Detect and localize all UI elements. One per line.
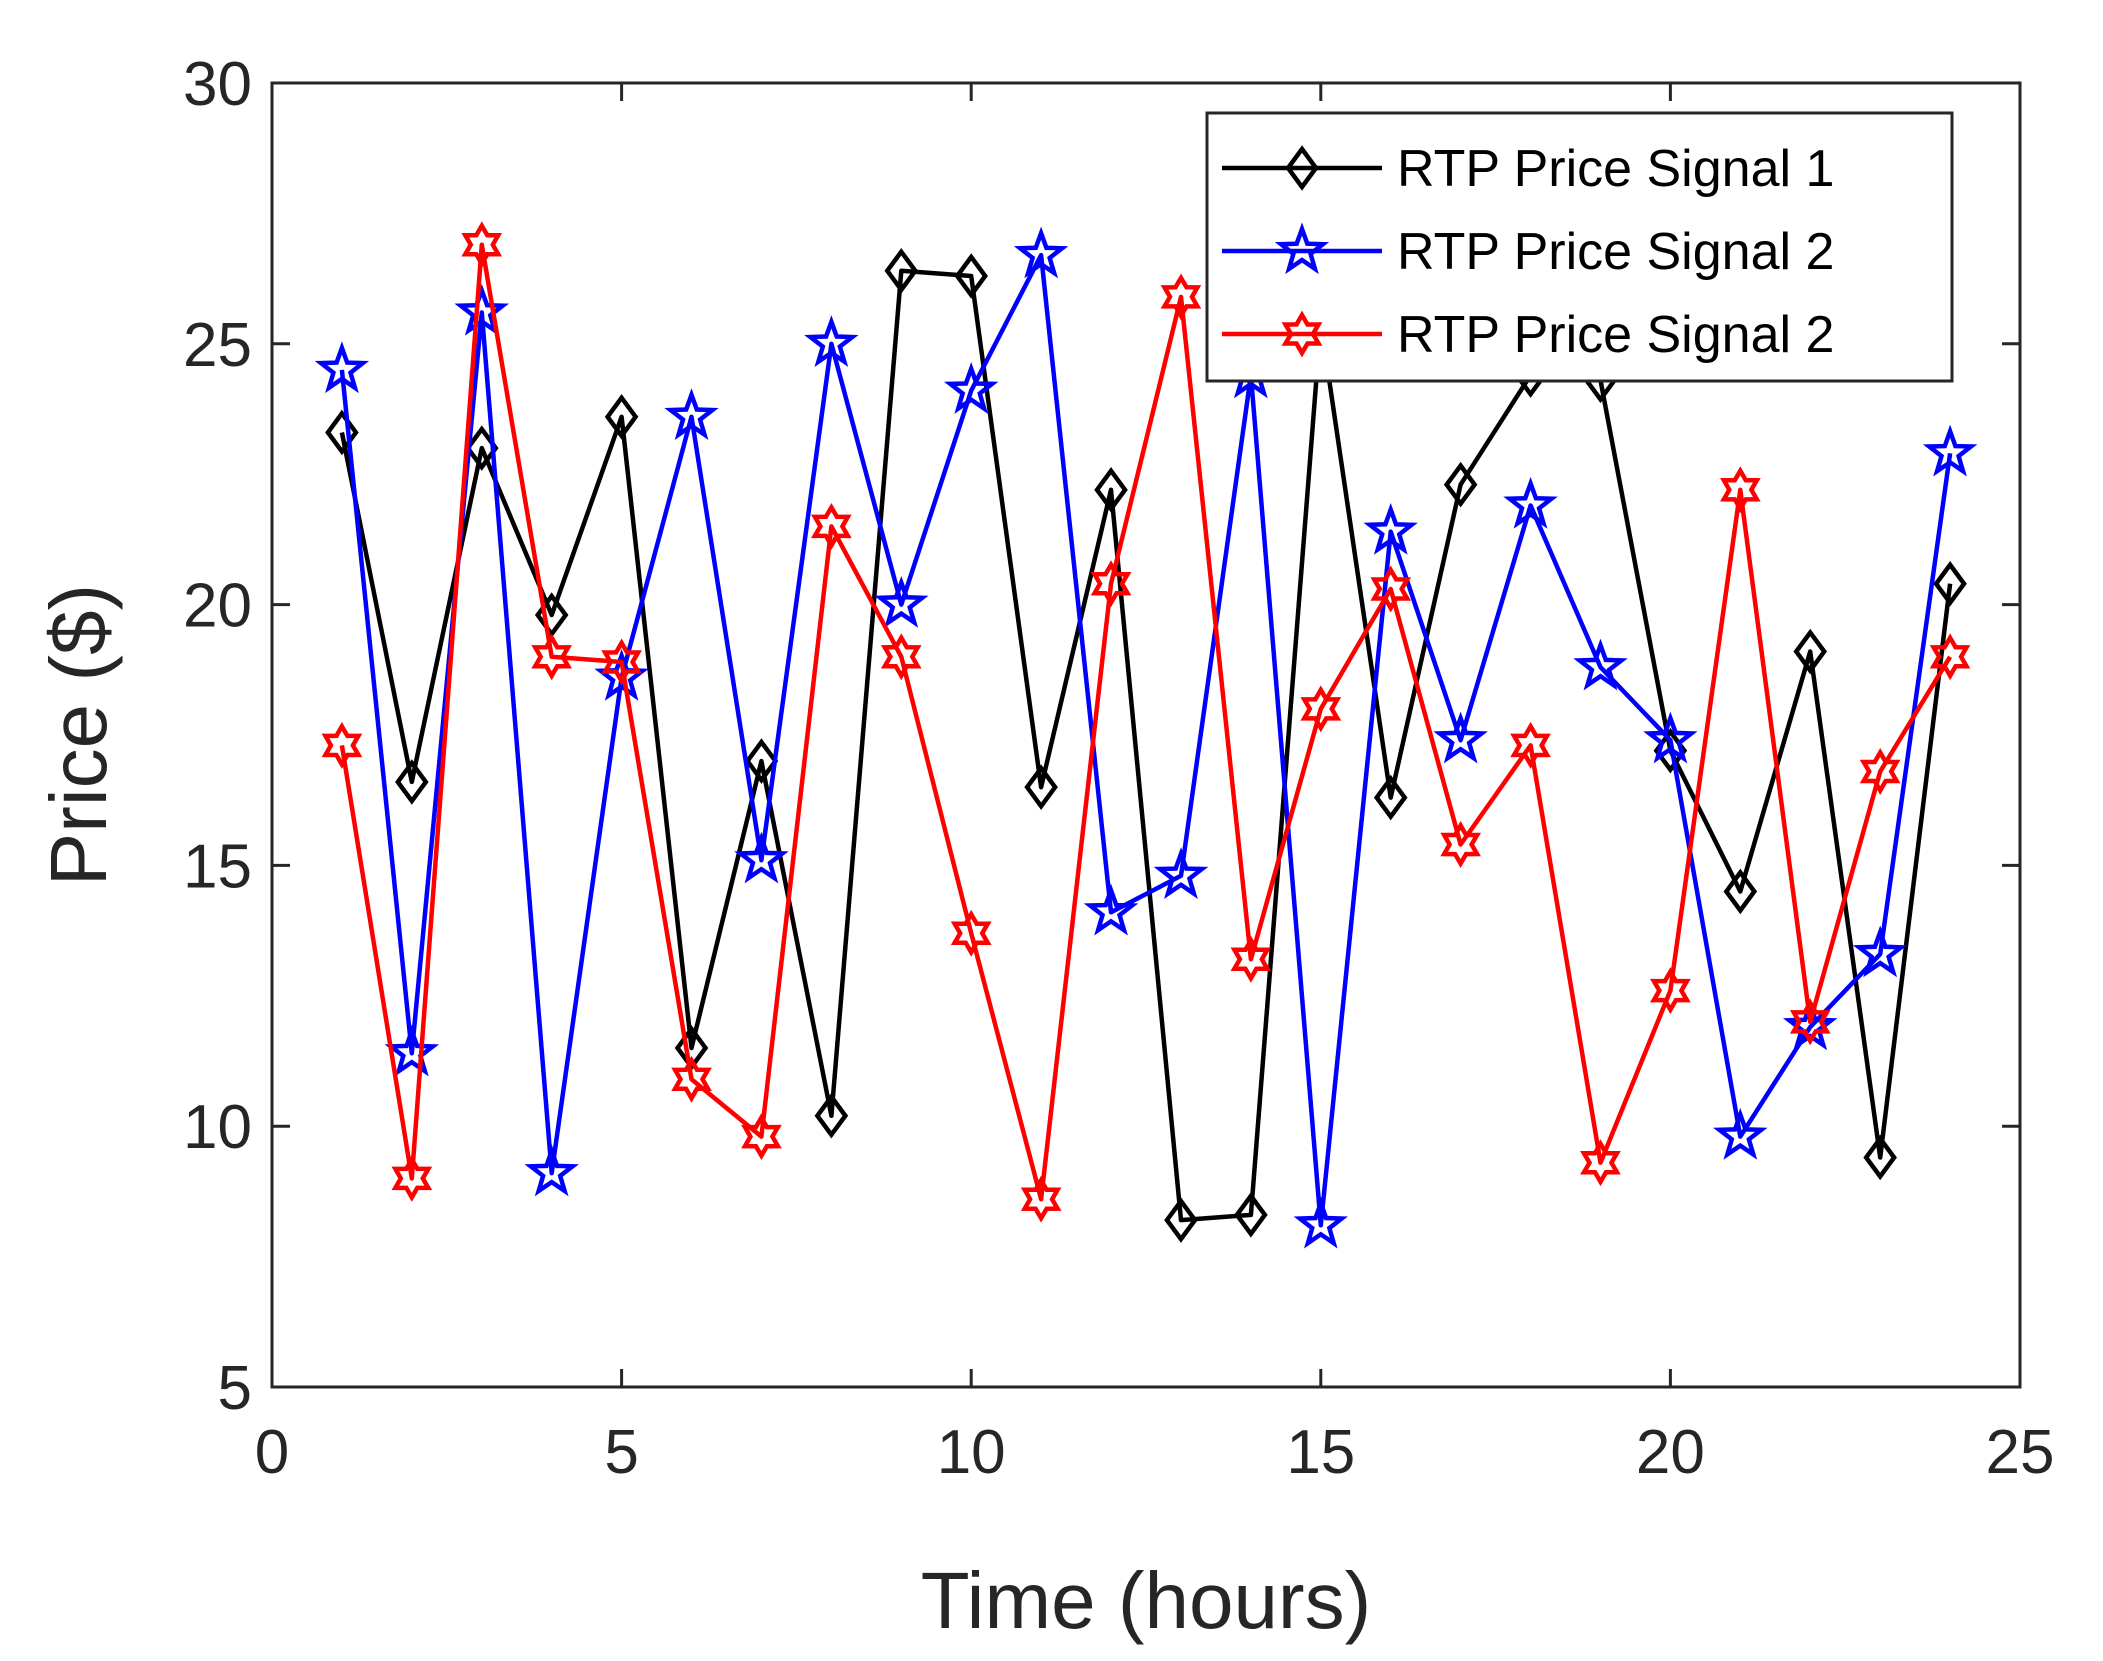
x-tick-label: 20 [1636,1418,1705,1487]
legend-entry-label: RTP Price Signal 1 [1397,140,1834,198]
y-tick-label: 30 [183,50,252,119]
x-tick-label: 10 [937,1418,1006,1487]
y-tick-label: 10 [183,1093,252,1162]
line-chart: 0 5 10 15 20 2551015202530 Time (hours) Price… [0,0,2103,1661]
y-tick-label: 15 [183,832,252,901]
x-tick-label: 15 [1286,1418,1355,1487]
y-axis-label: Price ($) [34,584,123,886]
y-tick-label: 25 [183,311,252,380]
y-tick-label: 5 [218,1354,252,1423]
x-tick-label: 5 [604,1418,638,1487]
x-tick-label: 0 [255,1418,289,1487]
legend-entry-label: RTP Price Signal 2 [1397,223,1834,281]
y-tick-label: 20 [183,572,252,641]
legend-entry-label: RTP Price Signal 2 [1397,306,1834,364]
legend: RTP Price Signal 1 RTP Price Signal 2 RTP … [1207,113,1952,381]
x-axis-label: Time (hours) [921,1556,1371,1645]
x-tick-label: 25 [1986,1418,2055,1487]
